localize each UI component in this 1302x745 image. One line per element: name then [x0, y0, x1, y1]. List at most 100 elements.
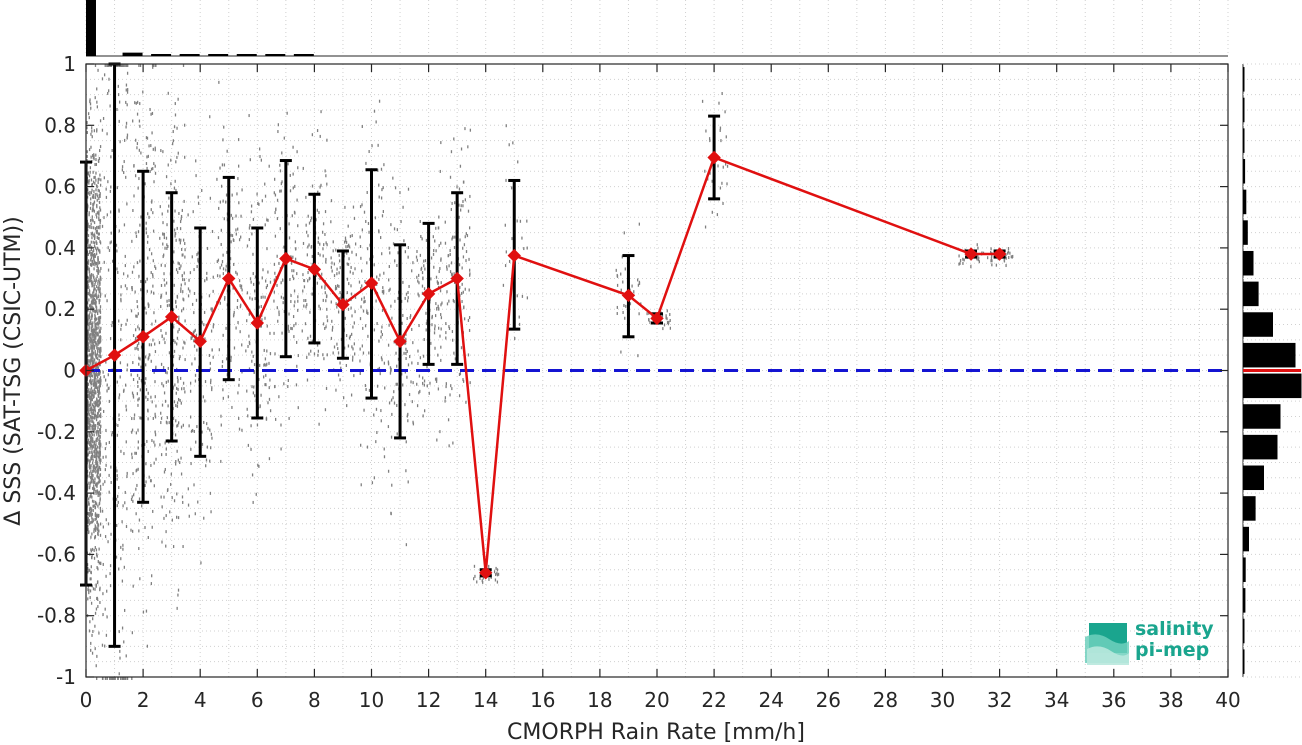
scatter-point — [147, 357, 149, 361]
scatter-point — [97, 523, 100, 527]
scatter-point — [396, 228, 399, 232]
scatter-point — [93, 469, 95, 473]
scatter-point — [152, 509, 154, 513]
scatter-point — [89, 466, 91, 470]
scatter-point — [86, 339, 89, 343]
scatter-point — [94, 373, 96, 377]
scatter-point — [434, 346, 436, 350]
scatter-point — [116, 267, 118, 271]
scatter-point — [95, 343, 97, 347]
scatter-point — [93, 414, 96, 418]
scatter-point — [236, 192, 238, 196]
scatter-point — [94, 192, 96, 196]
scatter-point — [320, 110, 322, 114]
scatter-point — [99, 498, 101, 502]
scatter-point — [389, 251, 391, 255]
scatter-point — [92, 205, 94, 209]
scatter-point — [448, 325, 450, 329]
scatter-point — [359, 235, 361, 239]
scatter-point — [371, 144, 373, 148]
scatter-point — [416, 250, 418, 254]
scatter-point — [189, 389, 192, 393]
scatter-point — [444, 220, 446, 224]
scatter-point — [273, 191, 275, 195]
scatter-point — [264, 182, 266, 186]
scatter-point — [87, 438, 90, 442]
scatter-point — [449, 253, 451, 257]
scatter-point — [257, 463, 259, 467]
scatter-point — [93, 487, 96, 491]
scatter-point — [95, 453, 98, 457]
scatter-point — [126, 71, 129, 75]
scatter-point — [161, 382, 163, 386]
scatter-point — [131, 270, 134, 274]
scatter-point — [90, 232, 93, 236]
scatter-point — [98, 434, 100, 438]
scatter-point — [717, 164, 719, 168]
scatter-point — [125, 83, 128, 87]
scatter-point — [118, 413, 120, 417]
scatter-point — [326, 315, 328, 319]
scatter-point — [94, 424, 96, 428]
scatter-point — [290, 261, 293, 265]
scatter-point — [90, 565, 92, 569]
scatter-point — [136, 100, 139, 104]
scatter-point — [225, 200, 227, 204]
scatter-point — [92, 474, 94, 478]
scatter-point — [458, 187, 461, 191]
scatter-point — [122, 677, 125, 680]
scatter-point — [222, 253, 224, 257]
scatter-point — [99, 493, 101, 497]
scatter-point — [134, 337, 137, 341]
scatter-point — [162, 255, 164, 259]
scatter-point — [391, 412, 393, 416]
scatter-point — [88, 251, 91, 255]
scatter-point — [99, 282, 101, 286]
scatter-point — [97, 411, 99, 415]
scatter-point — [378, 195, 380, 199]
x-tick-label: 40 — [1215, 688, 1240, 712]
scatter-point — [265, 279, 267, 283]
scatter-point — [666, 317, 668, 321]
scatter-point — [310, 349, 312, 353]
scatter-point — [94, 477, 96, 481]
scatter-point — [134, 328, 137, 332]
scatter-point — [109, 572, 111, 576]
scatter-point — [288, 416, 290, 420]
scatter-point — [353, 216, 356, 220]
scatter-point — [110, 480, 112, 484]
scatter-point — [95, 607, 98, 611]
scatter-point — [105, 442, 107, 446]
scatter-point — [145, 227, 147, 231]
scatter-point — [92, 519, 94, 523]
scatter-point — [104, 677, 107, 680]
scatter-point — [147, 212, 149, 216]
scatter-point — [352, 271, 354, 275]
top-hist-bar — [236, 54, 257, 56]
scatter-point — [172, 545, 175, 549]
scatter-point — [98, 398, 101, 402]
scatter-point — [152, 416, 154, 420]
scatter-point — [303, 279, 306, 283]
scatter-point — [126, 103, 128, 107]
scatter-point — [166, 243, 168, 247]
raw-scatter-cloud — [86, 64, 1014, 680]
scatter-point — [496, 568, 499, 572]
scatter-point — [448, 444, 450, 448]
scatter-point — [354, 242, 357, 246]
scatter-point — [148, 303, 150, 307]
scatter-point — [508, 259, 511, 263]
scatter-point — [391, 483, 393, 487]
scatter-point — [292, 172, 294, 176]
scatter-point — [94, 480, 96, 484]
scatter-point — [311, 133, 314, 137]
scatter-point — [98, 177, 100, 181]
scatter-point — [92, 617, 94, 621]
scatter-point — [148, 343, 151, 347]
scatter-point — [253, 385, 255, 389]
scatter-point — [91, 346, 93, 350]
scatter-point — [153, 440, 155, 444]
scatter-point — [246, 407, 248, 411]
scatter-point — [90, 201, 92, 205]
scatter-point — [440, 281, 442, 285]
